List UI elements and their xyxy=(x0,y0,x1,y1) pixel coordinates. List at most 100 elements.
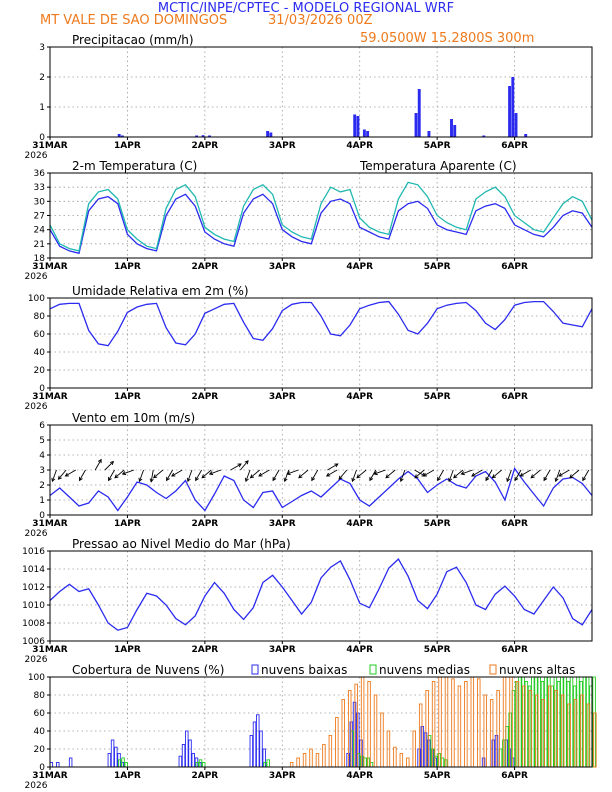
wind-arrow-head xyxy=(311,476,315,482)
x-tick-label: 5APR xyxy=(424,519,451,529)
wind-arrow xyxy=(338,469,348,480)
wind-arrow xyxy=(448,469,454,482)
x-tick-label: 2APR xyxy=(191,519,218,529)
panel-precip: 0 1 2 3 31MAR 1APR 2APR 3APR 4APR 5APR 6APR 2026 Pre… xyxy=(25,33,593,161)
panel-pressure: 1006 1008 1010 1012 1014 1016 31MAR 1APR 2APR 3AP… xyxy=(22,537,593,665)
y-tick-label: 3 xyxy=(39,466,45,476)
x-tick-label: 6APR xyxy=(501,771,528,781)
wind-arrow-head xyxy=(171,472,176,477)
wind-arrow xyxy=(195,469,203,481)
x-tick-label: 3APR xyxy=(269,262,296,272)
x-tick-label: 3APR xyxy=(269,519,296,529)
wind-arrow xyxy=(114,469,125,479)
x-tick-label: 1APR xyxy=(114,262,141,272)
wind-arrow xyxy=(485,469,493,481)
y-tick-label: 18 xyxy=(34,254,46,264)
y-tick-label: 0 xyxy=(39,511,45,521)
cloud-bar xyxy=(107,753,112,768)
legend-label: nuvens baixas xyxy=(261,663,347,677)
x-tick-label: 4APR xyxy=(346,771,373,781)
y-tick-label: 100 xyxy=(28,294,45,304)
cloud-bar xyxy=(178,755,183,768)
wind-arrow-head xyxy=(283,477,288,483)
y-tick-label: 100 xyxy=(28,673,45,683)
y-tick-label: 24 xyxy=(34,226,46,236)
precip-bar xyxy=(427,131,431,137)
cloud-bar xyxy=(335,717,339,768)
cloud-bar xyxy=(412,730,416,768)
x-tick-label: 5APR xyxy=(424,262,451,272)
x-tick-label: 1APR xyxy=(114,645,141,655)
x-tick-label: 6APR xyxy=(501,141,528,151)
series-line-Temperatura-Aparente-(C) xyxy=(49,181,593,252)
cloud-bar xyxy=(522,685,526,768)
wind-arrow-head xyxy=(530,474,535,479)
cloud-bar xyxy=(341,699,346,768)
wind-arrow xyxy=(94,459,102,471)
wind-arrow-head xyxy=(471,472,476,477)
header-location: MT VALE DE SAO DOMINGOS xyxy=(40,13,227,28)
y-tick-label: 80 xyxy=(34,312,46,322)
wind-arrow-head xyxy=(244,477,249,483)
panel-title: Cobertura de Nuvens (%) xyxy=(72,663,224,677)
x-tick-label: 1APR xyxy=(114,771,141,781)
wind-arrow xyxy=(369,469,377,481)
cloud-bar xyxy=(266,759,270,768)
series-nuvens-baixas xyxy=(49,701,515,768)
cloud-bar xyxy=(547,685,552,768)
wind-arrow-head xyxy=(325,472,331,477)
y-tick-label: 5 xyxy=(39,436,45,446)
wind-arrow xyxy=(245,469,251,482)
wind-arrow-head xyxy=(369,476,374,482)
wind-arrow xyxy=(356,469,367,479)
panel-frame xyxy=(49,676,593,768)
cloud-bar xyxy=(373,694,378,768)
cloud-bar xyxy=(56,762,60,768)
wind-arrow-head xyxy=(437,476,441,482)
wind-arrow xyxy=(569,469,580,479)
x-tick-label: 3APR xyxy=(269,645,296,655)
x-tick-label: 6APR xyxy=(501,262,528,272)
cloud-bar xyxy=(560,694,565,768)
wind-arrow xyxy=(414,469,425,479)
precip-bar xyxy=(414,113,418,137)
precip-bar xyxy=(524,134,528,137)
panel-title: 2-m Temperatura (C) xyxy=(72,159,197,173)
wind-arrow xyxy=(555,469,561,482)
wind-arrow-head xyxy=(121,471,127,476)
y-tick-label: 27 xyxy=(34,212,45,222)
wind-arrow xyxy=(79,469,86,481)
wind-arrow xyxy=(471,469,483,477)
wind-arrow-head xyxy=(149,478,154,483)
x-tick-label: 2APR xyxy=(191,771,218,781)
cloud-bar xyxy=(451,678,455,768)
y-tick-label: 2 xyxy=(39,481,45,491)
wind-arrow xyxy=(65,469,77,477)
x-tick-label: 5APR xyxy=(424,141,451,151)
wind-arrow-head xyxy=(491,474,496,479)
wind-arrow xyxy=(122,469,135,475)
y-tick-label: 3 xyxy=(39,43,45,53)
wind-arrow-head xyxy=(237,463,242,468)
wind-arrow-head xyxy=(208,471,214,476)
precip-bar xyxy=(366,131,370,137)
cloud-bar xyxy=(554,690,558,768)
x-tick-label: 31MAR xyxy=(32,519,67,529)
wind-arrow xyxy=(326,469,338,477)
y-tick-label: 20 xyxy=(34,745,46,755)
wind-arrow xyxy=(492,469,502,479)
wind-arrow xyxy=(311,469,319,481)
cloud-bar xyxy=(515,681,520,768)
x-year-label: 2026 xyxy=(25,151,48,161)
wind-arrow-head xyxy=(51,477,56,483)
wind-arrow-head xyxy=(166,476,170,482)
wind-arrow xyxy=(520,469,531,477)
legend-label: nuvens medias xyxy=(379,663,470,677)
legend-label: nuvens altas xyxy=(499,663,575,677)
wind-arrow-head xyxy=(258,472,263,477)
panel-title: Umidade Relativa em 2m (%) xyxy=(72,284,249,298)
cloud-bar xyxy=(322,744,326,768)
y-tick-label: 60 xyxy=(34,709,46,719)
cloud-bar xyxy=(256,714,260,768)
